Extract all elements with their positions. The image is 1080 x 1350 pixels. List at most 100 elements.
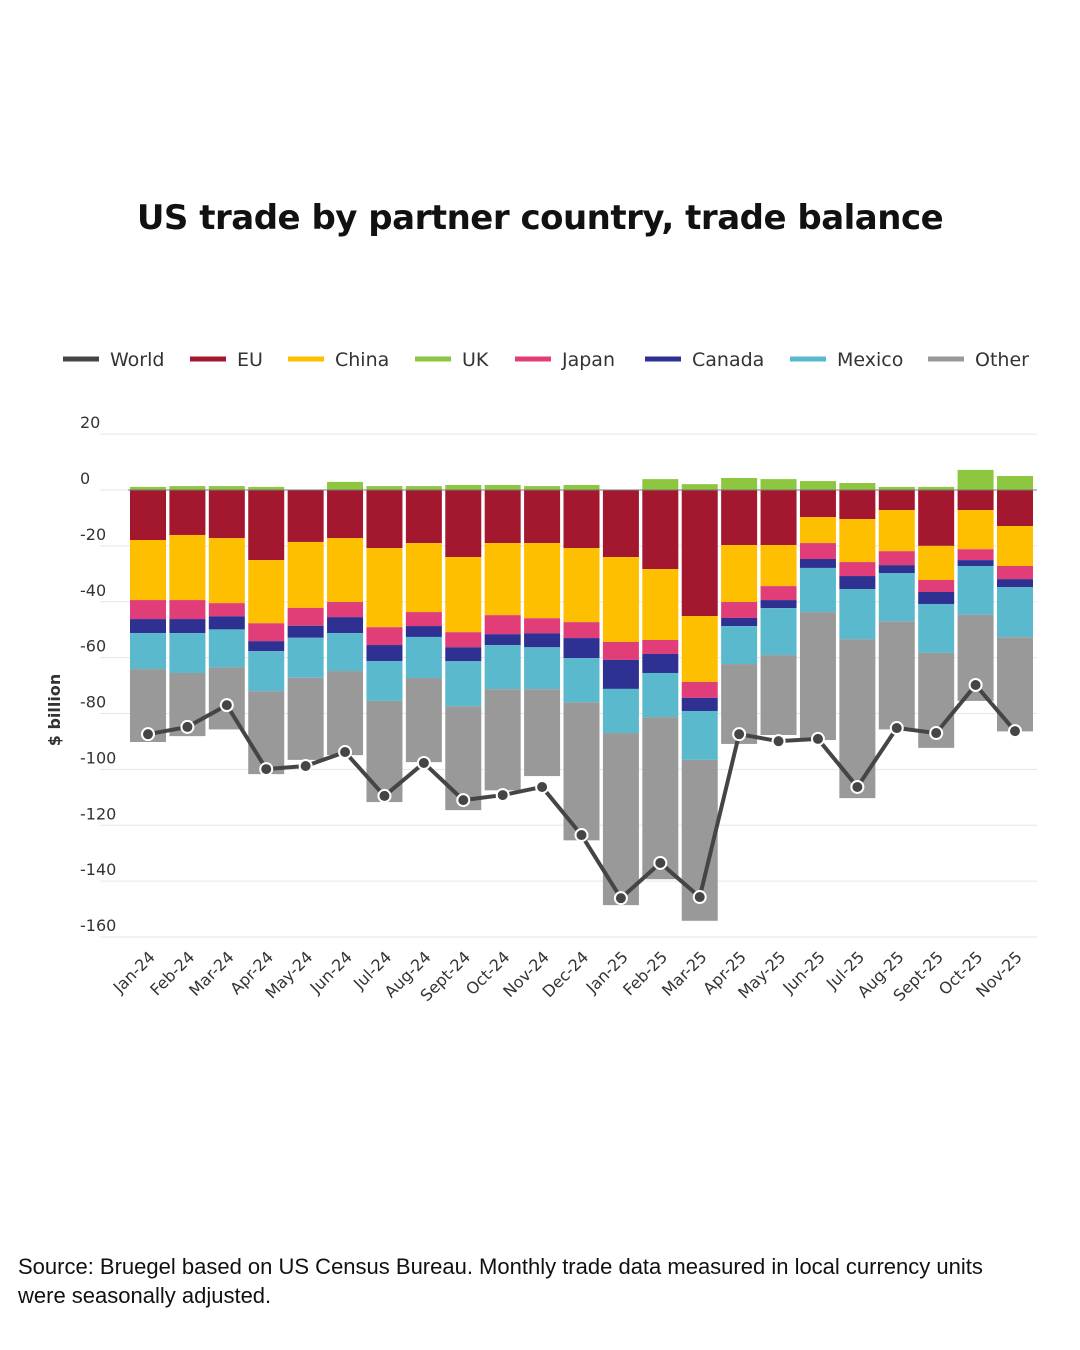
legend-item-world: World: [63, 349, 164, 371]
world-point: [613, 891, 628, 906]
bar-uk: [169, 486, 206, 490]
source-note: Source: Bruegel based on US Census Burea…: [18, 1254, 983, 1308]
legend-label: Canada: [692, 349, 764, 371]
bar-other: [799, 612, 836, 741]
bar-mexico: [484, 645, 521, 690]
bar-japan: [169, 600, 206, 620]
bar-other: [484, 689, 521, 791]
bar-japan: [248, 623, 285, 642]
bar-japan: [602, 641, 639, 660]
bar-uk: [484, 484, 521, 490]
world-point: [1008, 724, 1022, 739]
y-tick-label: -80: [80, 693, 106, 712]
bar-mexico: [366, 660, 403, 701]
world-point: [180, 719, 195, 734]
legend-item-canada: Canada: [645, 349, 764, 371]
bar-other: [248, 691, 285, 775]
bar-japan: [366, 627, 403, 646]
bar-canada: [602, 659, 639, 689]
bar-china: [445, 557, 482, 633]
bar-japan: [524, 618, 561, 634]
bar-eu: [248, 490, 285, 561]
bar-uk: [799, 481, 836, 490]
bar-uk: [248, 486, 285, 490]
bar-eu: [405, 490, 442, 544]
world-point: [456, 793, 471, 808]
bar-uk: [208, 486, 245, 490]
bar-eu: [602, 490, 639, 558]
bar-china: [642, 569, 679, 641]
bar-japan: [878, 551, 915, 566]
bar-other: [287, 677, 324, 760]
bar-uk: [760, 479, 797, 490]
bar-eu: [918, 490, 955, 546]
bar-japan: [997, 565, 1033, 580]
bar-china: [484, 543, 521, 616]
world-point: [889, 721, 904, 736]
legend-item-eu: EU: [190, 349, 263, 371]
world-point: [298, 759, 313, 774]
bar-uk: [563, 484, 600, 490]
bar-china: [366, 548, 403, 628]
bar-china: [997, 526, 1033, 566]
bar-canada: [681, 697, 718, 711]
bar-eu: [287, 490, 324, 542]
bar-uk: [918, 486, 955, 490]
bar-mexico: [602, 688, 639, 734]
bar-mexico: [327, 633, 364, 672]
bar-canada: [721, 617, 758, 627]
bar-china: [248, 560, 285, 624]
bar-other: [445, 706, 482, 811]
bar-mexico: [445, 661, 482, 707]
x-tick-label: Jun-24: [306, 947, 356, 997]
x-tick-label: Jun-25: [778, 947, 828, 997]
y-tick-label: 0: [80, 469, 90, 488]
bar-mexico: [721, 626, 758, 665]
bar-mexico: [878, 573, 915, 622]
bar-mexico: [169, 633, 206, 673]
bar-japan: [563, 622, 600, 639]
bar-uk: [721, 477, 758, 490]
bar-eu: [484, 490, 521, 544]
bar-japan: [445, 632, 482, 648]
world-line: [141, 678, 1022, 906]
bar-mexico: [208, 629, 245, 668]
world-point: [692, 890, 707, 905]
world-point: [771, 734, 786, 749]
bar-other: [405, 678, 442, 763]
bar-mexico: [918, 603, 955, 653]
legend-label: China: [335, 349, 389, 371]
bar-eu: [563, 490, 600, 549]
bar-mexico: [405, 636, 442, 679]
bar-japan: [918, 579, 955, 592]
bar-china: [839, 519, 876, 563]
bar-canada: [484, 634, 521, 646]
y-tick-label: -160: [80, 916, 116, 935]
bar-eu: [445, 490, 482, 558]
legend-label: UK: [462, 349, 489, 371]
legend-item-uk: UK: [415, 349, 489, 371]
bar-canada: [366, 645, 403, 661]
bar-uk: [997, 476, 1033, 490]
bar-japan: [721, 602, 758, 618]
x-tick-label: Mar-24: [185, 947, 238, 1000]
bar-other: [642, 717, 679, 880]
bar-mexico: [997, 587, 1033, 638]
legend: World EU China UK Japan Canada Mexico Other: [63, 349, 1029, 371]
bar-eu: [366, 490, 403, 549]
world-point: [535, 779, 550, 794]
bar-canada: [405, 626, 442, 637]
world-point: [338, 745, 353, 760]
bar-china: [287, 541, 324, 608]
legend-label: Other: [975, 349, 1029, 371]
world-point: [377, 788, 392, 803]
bar-other: [878, 621, 915, 730]
world-point: [259, 762, 274, 777]
bar-eu: [208, 490, 245, 539]
world-point: [810, 731, 825, 746]
bar-japan: [287, 607, 324, 626]
y-tick-label: -40: [80, 581, 106, 600]
bar-china: [918, 545, 955, 580]
bar-canada: [642, 653, 679, 673]
bar-eu: [681, 490, 718, 616]
